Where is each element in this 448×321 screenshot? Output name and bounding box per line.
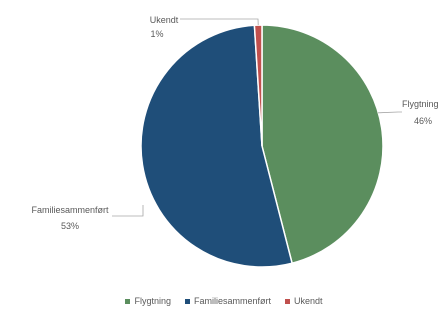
label-ukendt-value: 1% (150, 29, 163, 39)
label-familie-value: 53% (61, 221, 79, 231)
leader-line-flygtning (378, 111, 402, 114)
label-ukendt-name: Ukendt (150, 15, 179, 25)
legend-label-flygtning: Flygtning (134, 296, 171, 306)
pie-slice-flygtning (261, 24, 384, 265)
legend-item-familiesammenfoert: Familiesammenført (184, 296, 271, 306)
pie-slice-familiesammenfoert (140, 24, 294, 268)
legend-swatch-ukendt (285, 298, 290, 304)
chart-legend: Flygtning Familiesammenført Ukendt (0, 296, 448, 306)
leader-lines (112, 18, 402, 217)
label-familie-name: Familiesammenført (31, 205, 109, 215)
label-flygtning-name: Flygtning (402, 99, 439, 109)
label-flygtning-value: 46% (414, 116, 432, 126)
legend-label-ukendt: Ukendt (294, 296, 323, 306)
legend-item-flygtning: Flygtning (125, 296, 171, 306)
leader-line-ukendt (180, 18, 259, 26)
legend-item-ukendt: Ukendt (285, 296, 323, 306)
legend-swatch-familiesammenfoert (184, 298, 190, 304)
legend-label-familiesammenfoert: Familiesammenført (193, 296, 271, 306)
leader-line-familiesammenfoert (112, 205, 144, 217)
slice-labels: Ukendt 1% Flygtning 46% Familiesammenfør… (31, 15, 438, 231)
legend-swatch-flygtning (125, 298, 131, 304)
pie-slice-ukendt (253, 24, 263, 147)
pie-slices (140, 24, 384, 268)
